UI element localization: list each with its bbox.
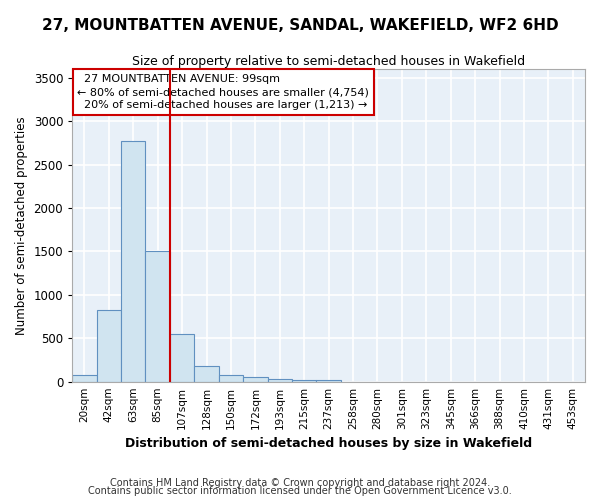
- Bar: [145, 252, 170, 382]
- Bar: [170, 334, 194, 382]
- Bar: [292, 380, 316, 382]
- Bar: [72, 375, 97, 382]
- Bar: [121, 141, 145, 382]
- Bar: [316, 380, 341, 382]
- Bar: [243, 378, 268, 382]
- Y-axis label: Number of semi-detached properties: Number of semi-detached properties: [15, 116, 28, 334]
- Text: Contains public sector information licensed under the Open Government Licence v3: Contains public sector information licen…: [88, 486, 512, 496]
- Text: 27 MOUNTBATTEN AVENUE: 99sqm
← 80% of semi-detached houses are smaller (4,754)
 : 27 MOUNTBATTEN AVENUE: 99sqm ← 80% of se…: [77, 74, 369, 110]
- Bar: [268, 379, 292, 382]
- Bar: [194, 366, 219, 382]
- Bar: [219, 375, 243, 382]
- Bar: [97, 310, 121, 382]
- Text: 27, MOUNTBATTEN AVENUE, SANDAL, WAKEFIELD, WF2 6HD: 27, MOUNTBATTEN AVENUE, SANDAL, WAKEFIEL…: [41, 18, 559, 32]
- Text: Contains HM Land Registry data © Crown copyright and database right 2024.: Contains HM Land Registry data © Crown c…: [110, 478, 490, 488]
- Title: Size of property relative to semi-detached houses in Wakefield: Size of property relative to semi-detach…: [132, 55, 525, 68]
- X-axis label: Distribution of semi-detached houses by size in Wakefield: Distribution of semi-detached houses by …: [125, 437, 532, 450]
